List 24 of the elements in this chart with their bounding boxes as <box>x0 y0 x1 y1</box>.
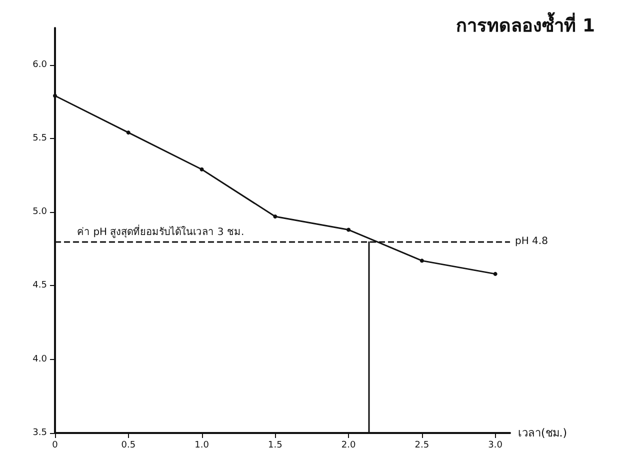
point <box>420 258 424 263</box>
x-axis-title: เวลา(ชม.) <box>518 426 568 440</box>
y-tick-label: 5.0 <box>32 207 48 218</box>
x-tick-label: 0 <box>52 440 58 450</box>
y-tick-label: 5.5 <box>32 133 47 144</box>
y-tick-label: 3.5 <box>32 428 47 438</box>
x-tick-label: 0.5 <box>121 440 136 450</box>
point <box>200 167 204 172</box>
point <box>273 214 278 219</box>
x-tick-label: 1.0 <box>194 440 210 450</box>
point <box>346 228 351 232</box>
point <box>493 272 498 276</box>
point <box>126 130 130 135</box>
x-tick-label: 2.0 <box>341 440 356 450</box>
annotation: ค่า pH สูงสุดที่ยอมรับได้ในเวลา 3 ชม. <box>77 224 244 238</box>
point <box>53 94 57 98</box>
x-tick-label: 3.0 <box>488 440 503 450</box>
chart-title: การทดลองซ้ำที่ 1 <box>456 12 596 36</box>
ref-line-label: pH 4.8 <box>515 236 548 248</box>
y-tick-label: 4.5 <box>32 280 47 291</box>
x-tick-label: 1.5 <box>268 440 282 450</box>
x-tick-label: 2.5 <box>414 440 430 450</box>
y-tick-label: 4.0 <box>32 354 48 364</box>
y-tick-label: 6.0 <box>32 60 48 70</box>
